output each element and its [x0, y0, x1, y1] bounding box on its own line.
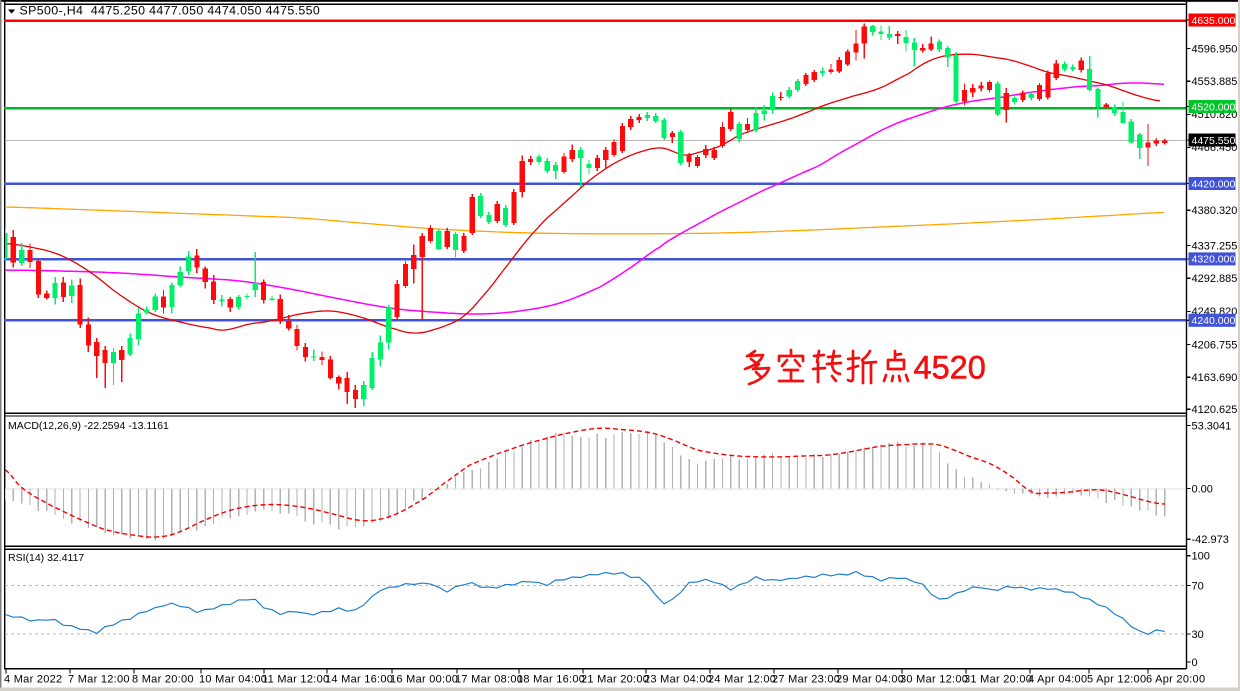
svg-text:7 Mar 12:00: 7 Mar 12:00: [68, 673, 130, 685]
svg-text:8 Mar 20:00: 8 Mar 20:00: [132, 673, 194, 685]
svg-text:70: 70: [1192, 580, 1204, 592]
svg-text:4337.255: 4337.255: [1192, 240, 1238, 252]
svg-text:18 Mar 16:00: 18 Mar 16:00: [517, 673, 585, 685]
svg-text:4520.000: 4520.000: [1192, 101, 1236, 113]
svg-text:4163.690: 4163.690: [1192, 372, 1238, 384]
svg-text:4240.000: 4240.000: [1192, 315, 1236, 327]
svg-text:21 Mar 20:00: 21 Mar 20:00: [581, 673, 649, 685]
svg-text:SP500-,H4 4475.250 4477.050 4: SP500-,H4 4475.250 4477.050 4474.050 447…: [20, 3, 321, 17]
svg-text:17 Mar 08:00: 17 Mar 08:00: [455, 673, 523, 685]
svg-text:4635.000: 4635.000: [1192, 15, 1236, 27]
svg-text:0: 0: [1192, 657, 1198, 669]
svg-text:5 Apr 12:00: 5 Apr 12:00: [1087, 673, 1146, 685]
svg-text:4420.000: 4420.000: [1192, 178, 1236, 190]
svg-text:MACD(12,26,9) -22.2594 -13.116: MACD(12,26,9) -22.2594 -13.1161: [8, 420, 169, 432]
svg-text:24 Mar 12:00: 24 Mar 12:00: [708, 673, 776, 685]
svg-text:6 Apr 20:00: 6 Apr 20:00: [1146, 673, 1205, 685]
svg-text:4553.885: 4553.885: [1192, 76, 1238, 88]
svg-text:30: 30: [1192, 629, 1204, 641]
svg-text:100: 100: [1192, 551, 1210, 563]
svg-text:4596.950: 4596.950: [1192, 43, 1238, 55]
svg-text:4292.885: 4292.885: [1192, 273, 1238, 285]
svg-text:4120.625: 4120.625: [1192, 404, 1238, 416]
svg-text:4 Apr 04:00: 4 Apr 04:00: [1028, 673, 1087, 685]
svg-text:27 Mar 23:00: 27 Mar 23:00: [772, 673, 840, 685]
svg-text:4206.755: 4206.755: [1192, 339, 1238, 351]
svg-text:53.3041: 53.3041: [1192, 420, 1232, 432]
svg-text:14 Mar 16:00: 14 Mar 16:00: [325, 673, 393, 685]
svg-text:4320.000: 4320.000: [1192, 254, 1236, 266]
svg-text:4380.320: 4380.320: [1192, 205, 1238, 217]
svg-text:31 Mar 20:00: 31 Mar 20:00: [964, 673, 1032, 685]
svg-text:11 Mar 12:00: 11 Mar 12:00: [262, 673, 329, 685]
svg-text:10 Mar 04:00: 10 Mar 04:00: [199, 673, 267, 685]
svg-text:30 Mar 12:00: 30 Mar 12:00: [900, 673, 968, 685]
svg-text:4520: 4520: [914, 350, 986, 386]
svg-text:RSI(14) 32.4117: RSI(14) 32.4117: [8, 552, 84, 564]
svg-text:0.00: 0.00: [1192, 483, 1213, 495]
svg-text:29 Mar 04:00: 29 Mar 04:00: [836, 673, 904, 685]
svg-text:4 Mar 2022: 4 Mar 2022: [4, 673, 62, 685]
svg-text:-42.973: -42.973: [1192, 534, 1229, 546]
svg-text:16 Mar 00:00: 16 Mar 00:00: [390, 673, 458, 685]
svg-text:23 Mar 04:00: 23 Mar 04:00: [644, 673, 712, 685]
svg-text:4475.550: 4475.550: [1192, 135, 1236, 147]
